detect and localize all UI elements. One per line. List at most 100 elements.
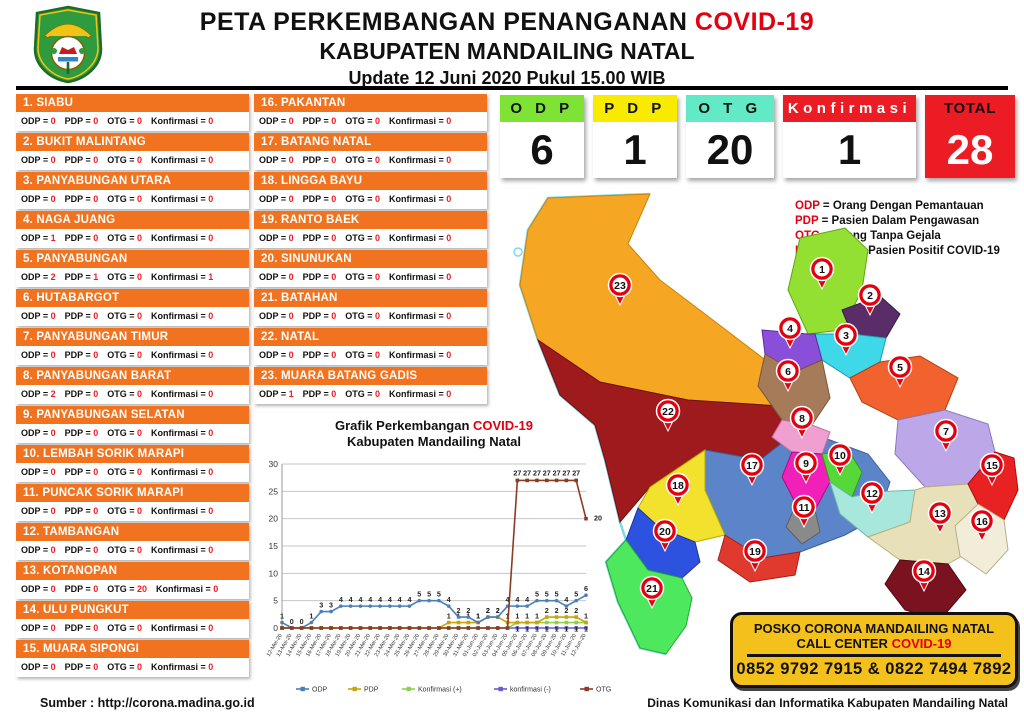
title-line2: KABUPATEN MANDAILING NATAL	[319, 38, 695, 64]
district-values: ODP = 0 PDP = 0 OTG = 0 Konfirmasi = 0	[21, 194, 214, 204]
svg-text:4: 4	[388, 595, 392, 604]
district-values: ODP = 0 PDP = 0 OTG = 0 Konfirmasi = 0	[21, 311, 214, 321]
svg-text:1: 1	[535, 612, 539, 621]
title-line1: PETA PERKEMBANGAN PENANGANAN COVID-19	[199, 8, 815, 36]
svg-text:konfirmasi (-): konfirmasi (-)	[510, 687, 551, 694]
svg-text:4: 4	[447, 595, 451, 604]
district-values: ODP = 0 PDP = 0 OTG = 0 Konfirmasi = 0	[21, 116, 214, 126]
svg-text:1: 1	[545, 625, 549, 634]
district-card: 19. RANTO BAEK ODP = 0 PDP = 0 OTG = 0 Konfi…	[254, 211, 487, 248]
summary-card-label: P D P	[593, 95, 677, 122]
district-name: 22. NATAL	[254, 328, 487, 346]
call-center-subtitle: CALL CENTER COVID-19	[796, 636, 952, 651]
district-card: 17. BATANG NATAL ODP = 0 PDP = 0 OTG = 0 Kon…	[254, 133, 487, 170]
svg-text:0: 0	[290, 617, 294, 626]
svg-text:16: 16	[976, 516, 988, 528]
district-name: 6. HUTABARGOT	[16, 289, 249, 307]
district-card: 14. ULU PUNGKUT ODP = 0 PDP = 0 OTG = 0 Konf…	[16, 601, 249, 638]
svg-text:2: 2	[545, 606, 549, 615]
district-name: 15. MUARA SIPONGI	[16, 640, 249, 658]
svg-text:1: 1	[819, 264, 825, 276]
svg-text:1: 1	[280, 612, 284, 621]
svg-text:2: 2	[486, 606, 490, 615]
district-card: 7. PANYABUNGAN TIMUR ODP = 0 PDP = 0 OTG = …	[16, 328, 249, 365]
svg-text:21: 21	[646, 583, 658, 595]
district-card: 8. PANYABUNGAN BARAT ODP = 2 PDP = 0 OTG = …	[16, 367, 249, 404]
district-card: 21. BATAHAN ODP = 0 PDP = 0 OTG = 0 Konfirma…	[254, 289, 487, 326]
svg-text:2: 2	[555, 606, 559, 615]
svg-text:4: 4	[407, 595, 411, 604]
svg-text:ODP: ODP	[312, 687, 328, 694]
district-name: 18. LINGGA BAYU	[254, 172, 487, 190]
map-pin-23: 23	[607, 272, 633, 307]
svg-text:4: 4	[564, 595, 568, 604]
district-values: ODP = 1 PDP = 0 OTG = 0 Konfirmasi = 0	[259, 389, 452, 399]
summary-card-label: Konfirmasi	[783, 95, 916, 122]
district-name: 11. PUNCAK SORIK MARAPI	[16, 484, 249, 502]
svg-text:4: 4	[787, 323, 793, 335]
svg-text:15: 15	[269, 541, 279, 551]
svg-text:5: 5	[427, 590, 431, 599]
district-card: 18. LINGGA BAYU ODP = 0 PDP = 0 OTG = 0 Konf…	[254, 172, 487, 209]
summary-cards-row: O D P 6 P D P 1 O T G 20 Konfirmasi 1 TOTAL 28	[500, 95, 1015, 178]
summary-card-odp: O D P 6	[500, 95, 584, 178]
district-card: 4. NAGA JUANG ODP = 1 PDP = 0 OTG = 0 Konfir…	[16, 211, 249, 248]
district-values: ODP = 2 PDP = 0 OTG = 0 Konfirmasi = 0	[21, 389, 214, 399]
svg-text:10: 10	[269, 568, 279, 578]
svg-text:4: 4	[349, 595, 353, 604]
svg-text:1: 1	[584, 625, 588, 634]
svg-text:4: 4	[525, 595, 529, 604]
svg-text:2: 2	[496, 606, 500, 615]
district-name: 20. SINUNUKAN	[254, 250, 487, 268]
district-name: 16. PAKANTAN	[254, 94, 487, 112]
call-center-title: POSKO CORONA MANDAILING NATAL	[753, 621, 995, 636]
svg-text:6: 6	[785, 366, 791, 378]
district-name: 2. BUKIT MALINTANG	[16, 133, 249, 151]
svg-text:15: 15	[986, 460, 998, 472]
svg-text:20: 20	[659, 526, 671, 538]
district-values: ODP = 0 PDP = 0 OTG = 0 Konfirmasi = 0	[21, 662, 214, 672]
summary-card-value: 28	[946, 126, 994, 173]
svg-text:3: 3	[329, 601, 333, 610]
district-values: ODP = 0 PDP = 0 OTG = 0 Konfirmasi = 0	[259, 311, 452, 321]
district-values: ODP = 0 PDP = 0 OTG = 0 Konfirmasi = 0	[21, 428, 214, 438]
svg-text:2: 2	[457, 606, 461, 615]
district-name: 13. KOTANOPAN	[16, 562, 249, 580]
svg-text:5: 5	[574, 590, 578, 599]
map-islet	[513, 247, 523, 257]
svg-text:1: 1	[515, 612, 519, 621]
map-pin-16: 16	[969, 508, 995, 543]
svg-text:3: 3	[319, 601, 323, 610]
svg-text:27: 27	[572, 468, 580, 477]
district-card: 23. MUARA BATANG GADIS ODP = 1 PDP = 0 OTG …	[254, 367, 487, 404]
district-values: ODP = 0 PDP = 0 OTG = 0 Konfirmasi = 0	[21, 155, 214, 165]
district-name: 19. RANTO BAEK	[254, 211, 487, 229]
abbr-legend-line: ODP = Orang Dengan Pemantauan	[795, 200, 984, 212]
svg-text:5: 5	[535, 590, 539, 599]
map-pin-4: 4	[777, 315, 803, 350]
district-card: 3. PANYABUNGAN UTARA ODP = 0 PDP = 0 OTG = …	[16, 172, 249, 209]
svg-text:1: 1	[584, 612, 588, 621]
district-card: 1. SIABU ODP = 0 PDP = 0 OTG = 0 Konfirmasi …	[16, 94, 249, 131]
district-card: 13. KOTANOPAN ODP = 0 PDP = 0 OTG = 20 Konfi…	[16, 562, 249, 599]
svg-text:4: 4	[515, 595, 519, 604]
district-name: 4. NAGA JUANG	[16, 211, 249, 229]
district-card: 5. PANYABUNGAN ODP = 2 PDP = 1 OTG = 0 Konfi…	[16, 250, 249, 287]
district-card: 11. PUNCAK SORIK MARAPI ODP = 0 PDP = 0 OTG…	[16, 484, 249, 521]
district-values: ODP = 0 PDP = 0 OTG = 0 Konfirmasi = 0	[259, 155, 452, 165]
svg-text:1: 1	[476, 612, 480, 621]
svg-text:14: 14	[918, 566, 930, 578]
svg-text:22: 22	[662, 406, 674, 418]
svg-text:11: 11	[798, 502, 809, 514]
call-center-box: POSKO CORONA MANDAILING NATAL CALL CENTE…	[730, 612, 1018, 688]
map-pin-18: 18	[665, 472, 691, 507]
district-card: 10. LEMBAH SORIK MARAPI ODP = 0 PDP = 0 OTG…	[16, 445, 249, 482]
district-list-column-1: 1. SIABU ODP = 0 PDP = 0 OTG = 0 Konfirmasi …	[16, 94, 249, 679]
summary-card-total: TOTAL 28	[925, 95, 1015, 178]
call-center-phones: 0852 9792 7915 & 0822 7494 7892	[736, 659, 1012, 678]
district-values: ODP = 0 PDP = 0 OTG = 0 Konfirmasi = 0	[259, 194, 452, 204]
svg-text:4: 4	[506, 595, 510, 604]
map-pin-17: 17	[739, 452, 765, 487]
